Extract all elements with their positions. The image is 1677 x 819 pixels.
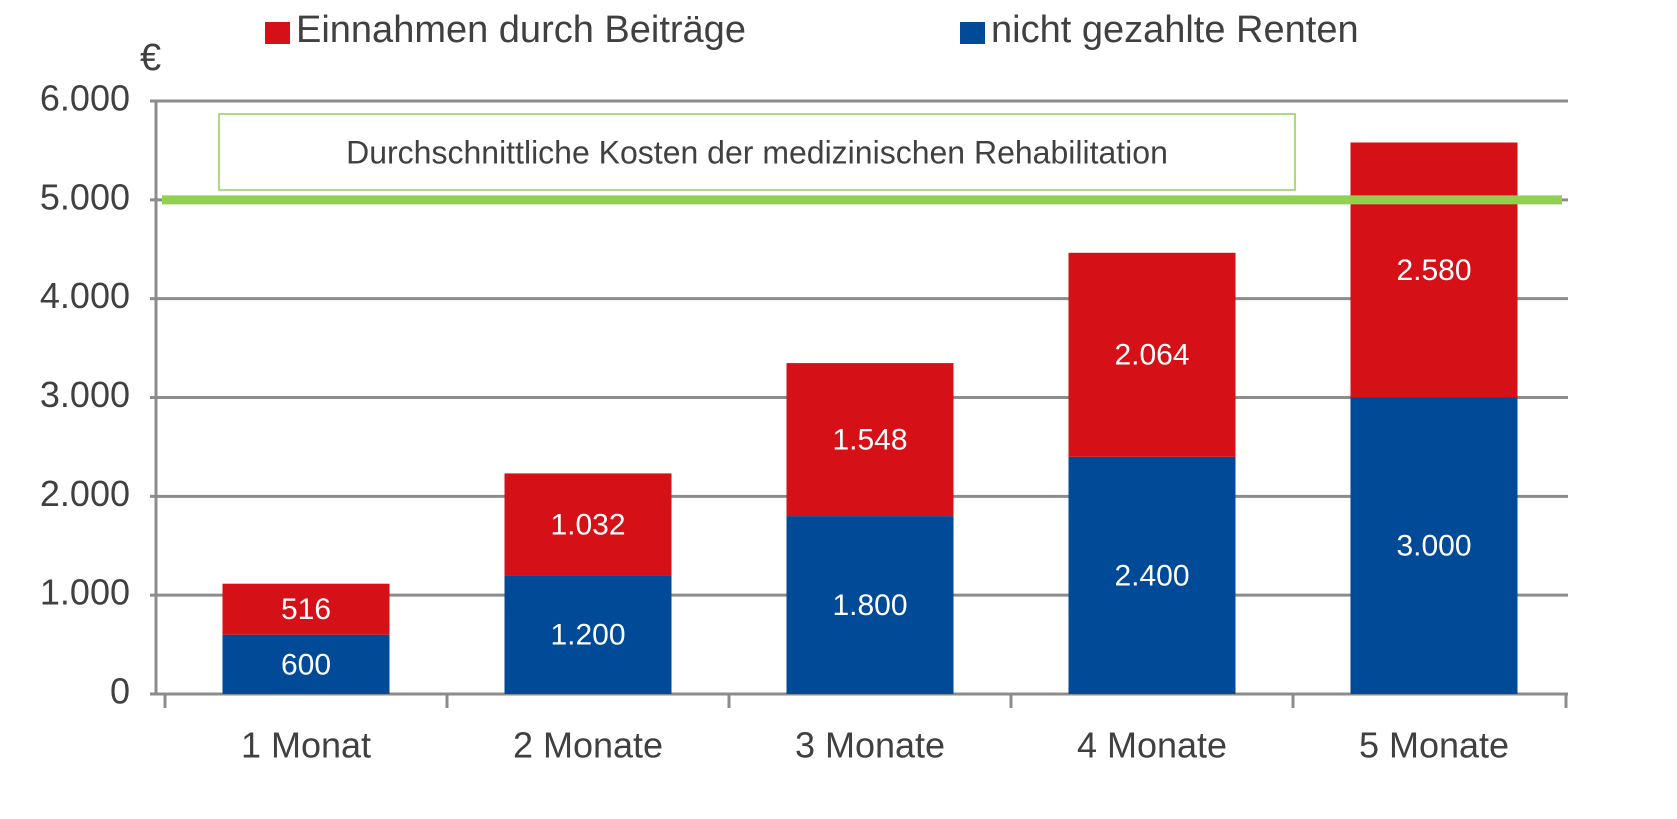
legend-swatch <box>265 22 290 44</box>
value-label: 2.580 <box>1396 254 1471 287</box>
value-label: 600 <box>281 648 331 681</box>
bar-segment <box>1068 252 1236 457</box>
x-tick-label: 4 Monate <box>1077 725 1227 766</box>
annotation-label: Durchschnittliche Kosten der medizinisch… <box>346 134 1168 170</box>
value-label: 3.000 <box>1396 530 1471 563</box>
bar-segment <box>1068 456 1236 694</box>
x-tick-label: 2 Monate <box>513 725 663 766</box>
y-tick-label: 5.000 <box>40 176 130 217</box>
value-label: 1.200 <box>550 619 625 652</box>
legend-swatch <box>960 22 985 44</box>
annotation-box <box>218 113 1296 191</box>
x-tick-label: 5 Monate <box>1359 725 1509 766</box>
x-tick-label: 3 Monate <box>795 725 945 766</box>
legend-label: nicht gezahlte Renten <box>991 9 1359 51</box>
y-tick-label: 4.000 <box>40 275 130 316</box>
x-tick-label: 1 Monat <box>241 725 371 766</box>
value-label: 1.032 <box>550 508 625 541</box>
bar-segment <box>222 634 390 694</box>
y-axis-label: € <box>140 37 161 79</box>
bar-segment <box>222 583 390 635</box>
y-tick-label: 6.000 <box>40 78 130 119</box>
bar-segment <box>1350 142 1518 398</box>
bar-segment <box>504 473 672 576</box>
bar-segment <box>786 363 954 517</box>
value-label: 2.400 <box>1114 559 1189 592</box>
y-tick-label: 0 <box>110 671 130 712</box>
bar-segment <box>1350 397 1518 694</box>
y-tick-label: 2.000 <box>40 473 130 514</box>
bar-segment <box>504 575 672 694</box>
y-tick-label: 3.000 <box>40 374 130 415</box>
bar-segment <box>786 516 954 694</box>
legend-label: Einnahmen durch Beiträge <box>296 9 746 51</box>
value-label: 2.064 <box>1114 339 1189 372</box>
value-label: 1.800 <box>832 589 907 622</box>
value-label: 1.548 <box>832 424 907 457</box>
y-tick-label: 1.000 <box>40 572 130 613</box>
value-label: 516 <box>281 593 331 626</box>
